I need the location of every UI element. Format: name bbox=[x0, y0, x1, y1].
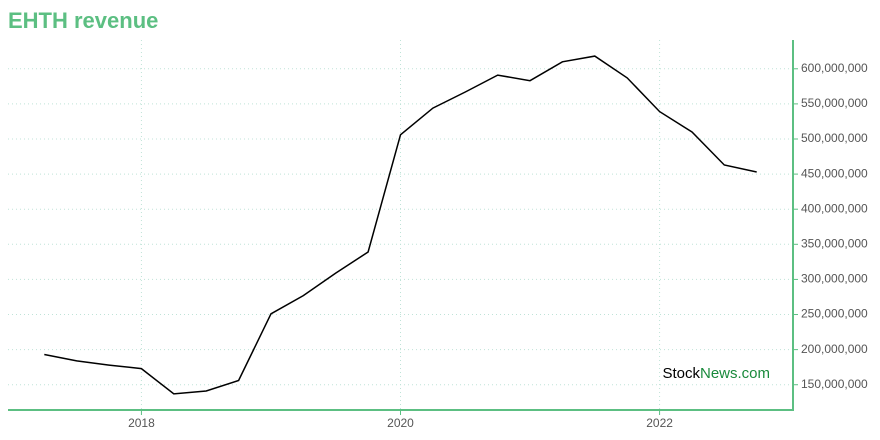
watermark-first: Stock bbox=[662, 365, 700, 382]
y-tick-label: 500,000,000 bbox=[801, 131, 868, 145]
x-tick-label: 2022 bbox=[646, 416, 673, 430]
watermark-second: News.com bbox=[700, 365, 770, 382]
y-tick-label: 200,000,000 bbox=[801, 342, 868, 356]
y-tick-label: 550,000,000 bbox=[801, 96, 868, 110]
chart-title: EHTH revenue bbox=[8, 8, 158, 33]
y-tick-label: 350,000,000 bbox=[801, 236, 868, 250]
watermark: StockNews.com bbox=[662, 365, 770, 382]
y-tick-label: 150,000,000 bbox=[801, 377, 868, 391]
x-tick-label: 2018 bbox=[128, 416, 155, 430]
x-tick-label: 2020 bbox=[387, 416, 414, 430]
y-tick-label: 250,000,000 bbox=[801, 307, 868, 321]
y-tick-label: 450,000,000 bbox=[801, 166, 868, 180]
y-tick-label: 400,000,000 bbox=[801, 201, 868, 215]
line bbox=[44, 55, 757, 395]
y-tick-label: 300,000,000 bbox=[801, 272, 868, 286]
y-tick-label: 600,000,000 bbox=[801, 61, 868, 75]
